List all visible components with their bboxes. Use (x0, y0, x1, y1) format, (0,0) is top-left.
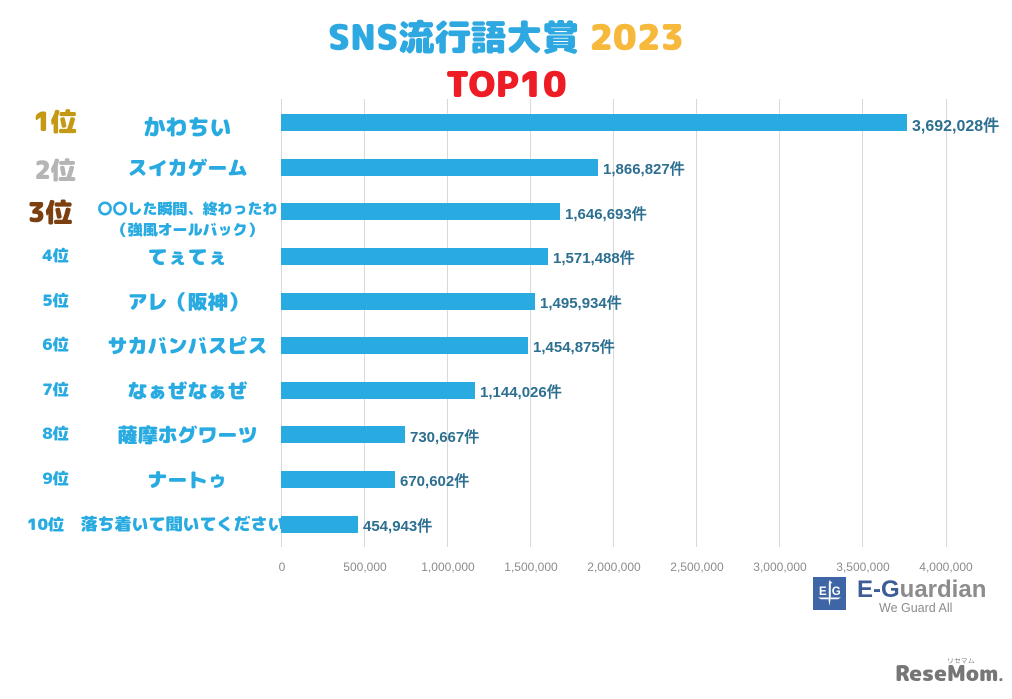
svg-text:G: G (832, 586, 841, 598)
svg-text:E: E (819, 586, 827, 598)
